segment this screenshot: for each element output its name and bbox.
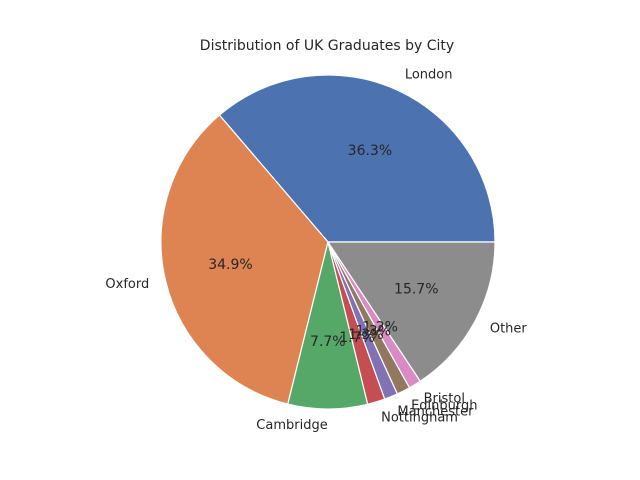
percent-bristol: 1.2% — [362, 320, 398, 336]
label-nottingham: Nottingham — [381, 410, 458, 425]
percent-other: 15.7% — [394, 281, 438, 297]
chart-title: Distribution of UK Graduates by City — [200, 38, 454, 54]
slice-oxford — [160, 114, 329, 405]
percent-manchester: 1.3% — [348, 327, 384, 343]
slice-london — [218, 74, 496, 243]
percent-london: 36.3% — [348, 143, 392, 159]
label-bristol: Bristol — [424, 391, 465, 406]
label-edinburgh: Edinburgh — [411, 398, 477, 413]
label-oxford: Oxford — [105, 277, 149, 292]
percent-nottingham: 1.7% — [339, 330, 375, 346]
percent-oxford: 34.9% — [208, 257, 252, 273]
label-london: London — [405, 68, 453, 83]
label-manchester: Manchester — [397, 405, 474, 420]
label-other: Other — [490, 321, 528, 336]
percent-edinburgh: 1.3% — [356, 323, 392, 339]
label-cambridge: Cambridge — [256, 418, 327, 433]
percent-labels: 36.3% 34.9% 7.7%1.7%1.3%1.3%1.2% 15.7% — [208, 143, 438, 350]
pie-slices — [160, 74, 496, 410]
percent-cambridge: 7.7% — [310, 334, 346, 350]
slice-other — [327, 241, 496, 382]
category-labels: London Oxford Cambridge NottinghamMancheste… — [105, 68, 527, 434]
